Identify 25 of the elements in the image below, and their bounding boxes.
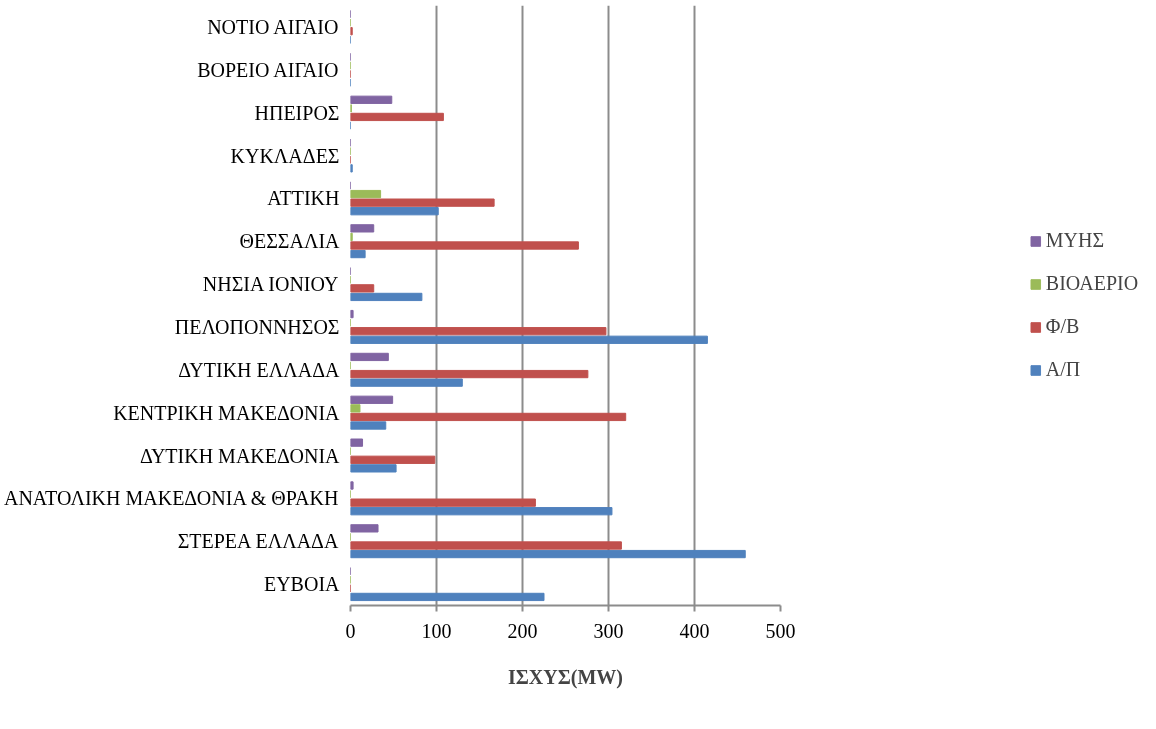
x-tick-label: 300 bbox=[593, 619, 624, 642]
legend-label: ΜΥΗΣ bbox=[1045, 229, 1105, 252]
y-tick-label: ΚΕΝΤΡΙΚΗ ΜΑΚΕΔΟΝΙΑ bbox=[113, 401, 341, 424]
y-tick-label: ΔΥΤΙΚΗ ΜΑΚΕΔΟΝΙΑ bbox=[139, 444, 341, 467]
y-tick-label: ΘΕΣΣΑΛΙΑ bbox=[239, 230, 341, 253]
x-tick-label: 500 bbox=[765, 619, 796, 642]
legend-label: ΒΙΟΑΕΡΙΟ bbox=[1045, 272, 1139, 295]
y-tick-label: ΕΥΒΟΙΑ bbox=[263, 573, 341, 596]
legend-label: Φ/Β bbox=[1045, 315, 1080, 338]
y-tick-label: ΝΟΤΙΟ ΑΙΓΑΙΟ bbox=[207, 15, 339, 38]
x-tick-label: 100 bbox=[421, 619, 452, 642]
y-tick-label: ΑΤΤΙΚΗ bbox=[267, 187, 340, 210]
y-tick-label: ΗΠΕΙΡΟΣ bbox=[254, 101, 340, 124]
x-tick-label: 200 bbox=[507, 619, 538, 642]
y-tick-label: ΑΝΑΤΟΛΙΚΗ ΜΑΚΕΔΟΝΙΑ & ΘΡΑΚΗ bbox=[3, 487, 339, 510]
legend-label: Α/Π bbox=[1045, 358, 1081, 381]
y-tick-label: ΣΤΕΡΕΑ ΕΛΛΑΔΑ bbox=[177, 530, 339, 553]
y-tick-label: ΚΥΚΛΑΔΕΣ bbox=[230, 144, 340, 167]
x-axis-title: ΙΣΧΥΣ(MW) bbox=[507, 665, 624, 689]
x-tick-label: 0 bbox=[345, 619, 356, 642]
x-tick-label: 400 bbox=[679, 619, 710, 642]
y-tick-label: ΝΗΣΙΑ ΙΟΝΙΟΥ bbox=[202, 273, 339, 296]
y-tick-label: ΔΥΤΙΚΗ ΕΛΛΑΔΑ bbox=[178, 358, 341, 381]
y-tick-label: ΠΕΛΟΠΟΝΝΗΣΟΣ bbox=[174, 315, 340, 338]
y-tick-label: ΒΟΡΕΙΟ ΑΙΓΑΙΟ bbox=[197, 58, 339, 81]
